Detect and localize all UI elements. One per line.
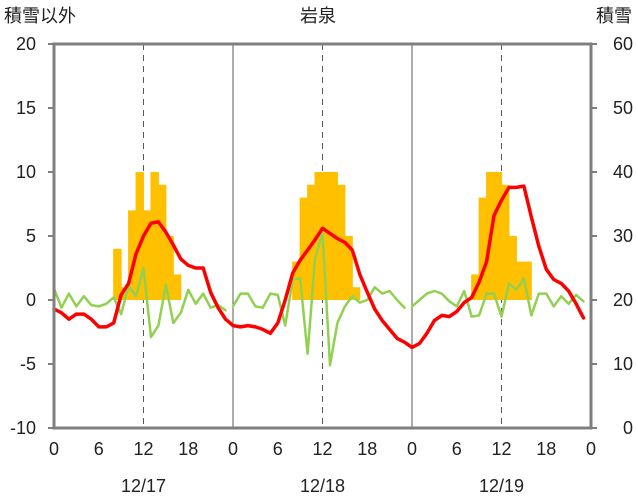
right-axis-ticks: 60 50 40 30 20 10 0 — [591, 34, 633, 438]
red-series-line — [52, 184, 586, 350]
left-tick-label: 20 — [16, 34, 36, 54]
snow-bar — [299, 197, 309, 300]
snow-bar — [501, 184, 510, 300]
chart-title: 岩泉 — [300, 6, 336, 27]
date-label: 12/17 — [121, 476, 166, 496]
left-tick-label: 15 — [16, 98, 36, 118]
left-tick-label: -10 — [10, 418, 36, 438]
x-tick-label: 6 — [273, 439, 283, 459]
left-tick-label: 5 — [26, 226, 36, 246]
x-tick-label: 6 — [94, 439, 104, 459]
left-axis-label: 積雪以外 — [4, 6, 76, 27]
date-labels: 12/17 12/18 12/19 — [121, 476, 524, 496]
x-tick-label: 6 — [452, 439, 462, 459]
left-tick-label: -5 — [20, 354, 36, 374]
snow-bar — [143, 210, 152, 300]
snow-bar — [165, 236, 174, 300]
x-tick-label: 18 — [536, 439, 556, 459]
x-tick-label: 18 — [178, 439, 198, 459]
snow-bar — [508, 236, 517, 300]
snow-bar — [351, 287, 361, 300]
snow-bar — [523, 261, 532, 300]
x-tick-label: 12 — [491, 439, 511, 459]
x-tick-label: 18 — [357, 439, 377, 459]
x-axis-ticks: 0 6 12 18 0 6 12 18 0 6 12 18 0 — [49, 439, 596, 459]
x-tick-label: 12 — [133, 439, 153, 459]
right-axis-label: 積雪 — [596, 6, 632, 27]
date-label: 12/19 — [479, 476, 524, 496]
right-tick-label: 40 — [613, 162, 633, 182]
x-tick-label: 0 — [228, 439, 238, 459]
snow-bar — [128, 210, 137, 300]
right-tick-label: 30 — [613, 226, 633, 246]
left-tick-label: 10 — [16, 162, 36, 182]
x-tick-label: 0 — [49, 439, 59, 459]
snow-bar — [478, 197, 488, 300]
right-tick-label: 10 — [613, 354, 633, 374]
green-series-line — [52, 230, 585, 367]
snow-bar — [172, 274, 182, 300]
snow-bar — [113, 248, 122, 300]
snow-bar — [120, 287, 130, 300]
x-tick-label: 0 — [586, 439, 596, 459]
right-tick-label: 50 — [613, 98, 633, 118]
snow-bar — [135, 172, 144, 300]
snow-bar — [322, 172, 331, 300]
snow-bar — [150, 172, 159, 300]
x-tick-label: 0 — [407, 439, 417, 459]
x-tick-label: 12 — [312, 439, 332, 459]
snow-bar — [493, 172, 502, 300]
snow-bar — [292, 261, 301, 300]
left-axis-ticks: 20 15 10 5 0 -5 -10 — [10, 34, 54, 438]
snow-bar — [157, 184, 167, 300]
right-tick-label: 60 — [613, 34, 633, 54]
right-tick-label: 20 — [613, 290, 633, 310]
snow-bar — [515, 261, 525, 300]
right-tick-label: 0 — [623, 418, 633, 438]
snow-bar — [344, 236, 353, 300]
date-label: 12/18 — [300, 476, 345, 496]
left-tick-label: 0 — [26, 290, 36, 310]
